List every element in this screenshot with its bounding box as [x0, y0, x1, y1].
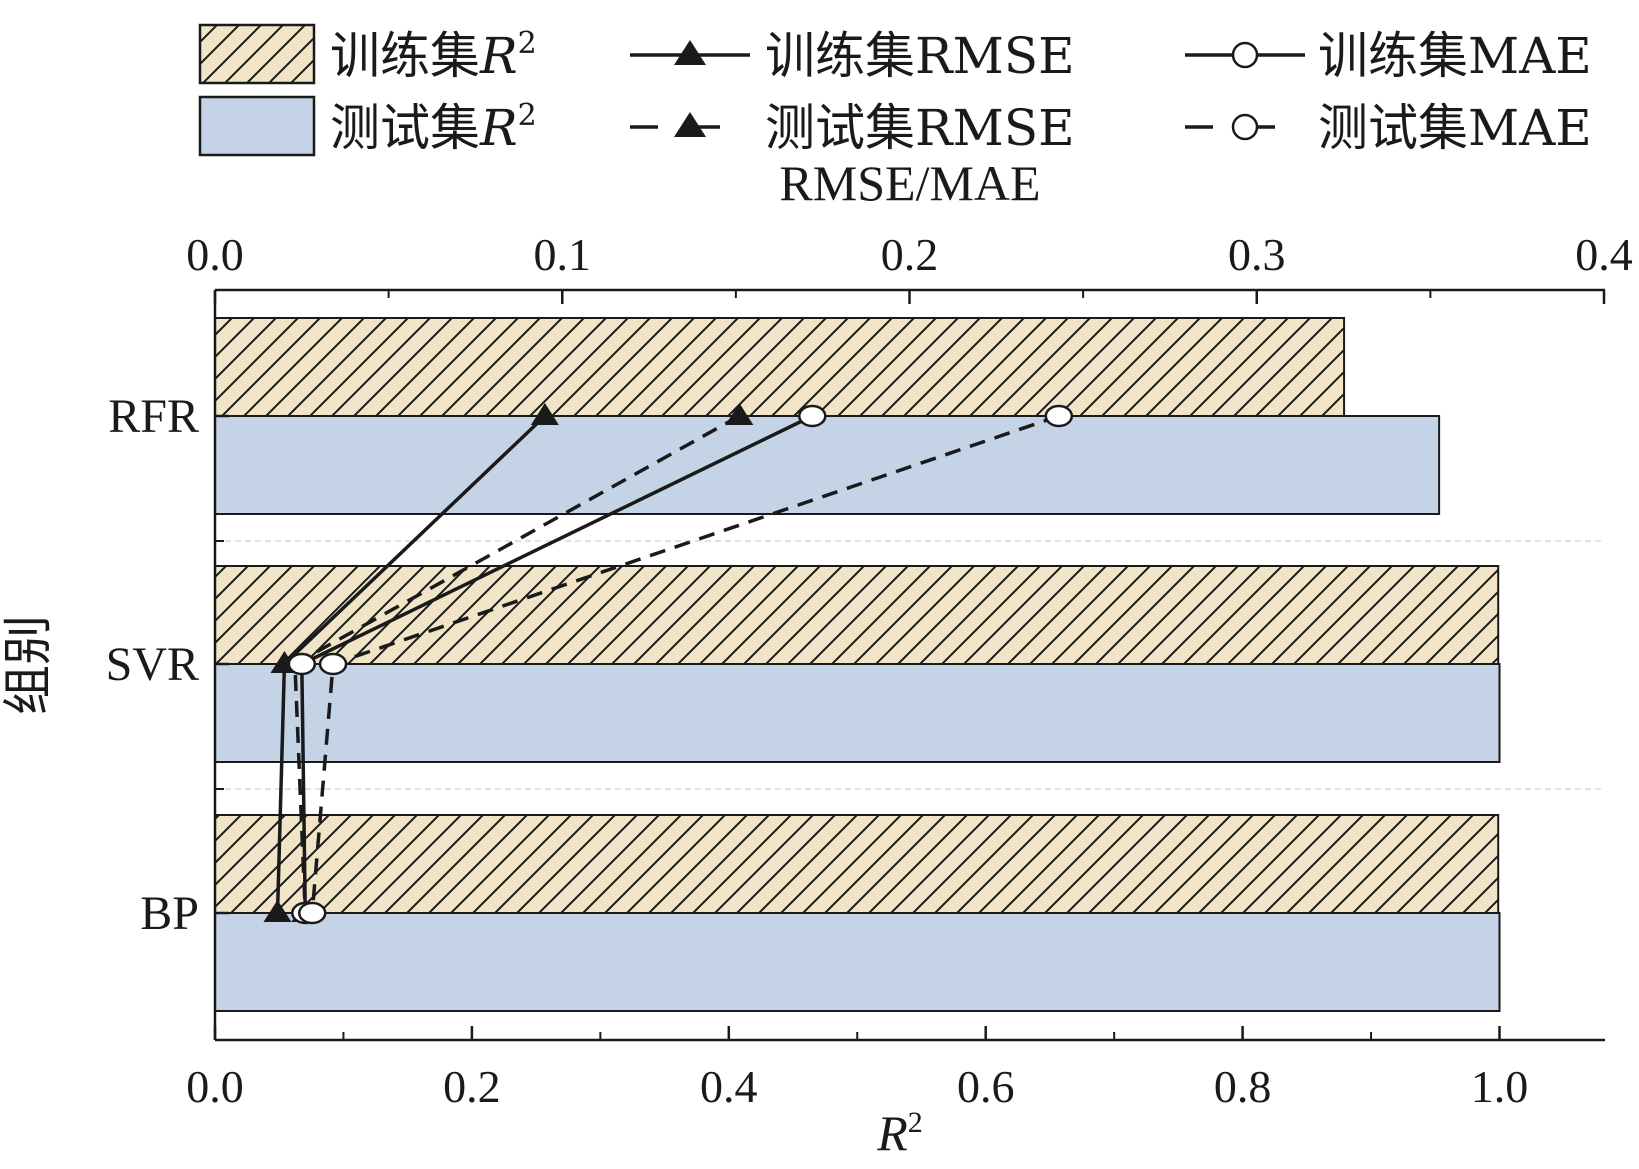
top-tick-label: 0.0 — [186, 229, 244, 280]
bottom-tick-label: 0.2 — [443, 1061, 501, 1112]
legend-marker-circle — [1231, 41, 1259, 69]
bar-test-r2-rfr — [214, 415, 1441, 515]
bottom-tick-label: 0.0 — [186, 1061, 244, 1112]
legend-marker-triangle — [674, 40, 706, 65]
category-label-svr: SVR — [106, 638, 199, 691]
top-tick-label: 0.1 — [534, 229, 592, 280]
legend-marker-triangle — [674, 112, 706, 137]
line-test-mae-point — [1044, 404, 1074, 428]
category-label-bp: BP — [140, 887, 199, 940]
bar-train-r2-rfr — [214, 317, 1346, 417]
top-tick-label: 0.3 — [1228, 229, 1286, 280]
top-tick-label: 0.4 — [1575, 229, 1633, 280]
legend-label-test-rmse: 测试集RMSE — [765, 99, 1075, 157]
legend: 训练集R2 测试集R2 训练集RMSE 测试集RMSE 训练集MAE 测试集MAE — [198, 23, 1592, 157]
bottom-tick-label: 0.4 — [700, 1061, 758, 1112]
plot-area — [214, 317, 1605, 1012]
legend-swatch-test-r2 — [198, 95, 316, 157]
legend-label-test-mae: 测试集MAE — [1318, 99, 1592, 157]
axes: 0.0 0.2 0.4 0.6 0.8 1.0 0.0 0.1 0.2 0.3 0.4 RFR SVR B… — [0, 155, 1633, 1161]
line-train-rmse-point — [530, 403, 559, 425]
legend-label-train-mae: 训练集MAE — [1318, 27, 1592, 85]
bar-train-r2-svr — [214, 565, 1500, 665]
x-bottom-title: R2 — [876, 1105, 923, 1161]
category-label-rfr: RFR — [108, 390, 199, 443]
line-train-mae-point — [287, 652, 317, 676]
line-test-mae-point — [318, 652, 348, 676]
legend-swatch-train-r2 — [198, 23, 316, 85]
line-test-mae-point — [297, 901, 327, 925]
bar-test-r2-bp — [214, 912, 1501, 1012]
line-train-mae-point — [798, 404, 827, 428]
bar-train-r2-bp — [214, 814, 1500, 914]
legend-marker-circle — [1231, 113, 1259, 141]
top-tick-label: 0.2 — [881, 229, 939, 280]
x-top-title: RMSE/MAE — [779, 155, 1040, 211]
bottom-tick-label: 1.0 — [1471, 1061, 1529, 1112]
line-test-rmse-point — [725, 403, 754, 425]
legend-label-test-r2: 测试集R2 — [330, 98, 537, 157]
legend-label-train-rmse: 训练集RMSE — [765, 27, 1075, 85]
bar-test-r2-svr — [214, 663, 1501, 763]
line-train-rmse-point — [263, 900, 292, 922]
y-axis-title: 组别 — [0, 615, 56, 715]
legend-label-train-r2: 训练集R2 — [330, 26, 537, 85]
bottom-tick-label: 0.8 — [1214, 1061, 1272, 1112]
bottom-tick-label: 0.6 — [957, 1061, 1015, 1112]
